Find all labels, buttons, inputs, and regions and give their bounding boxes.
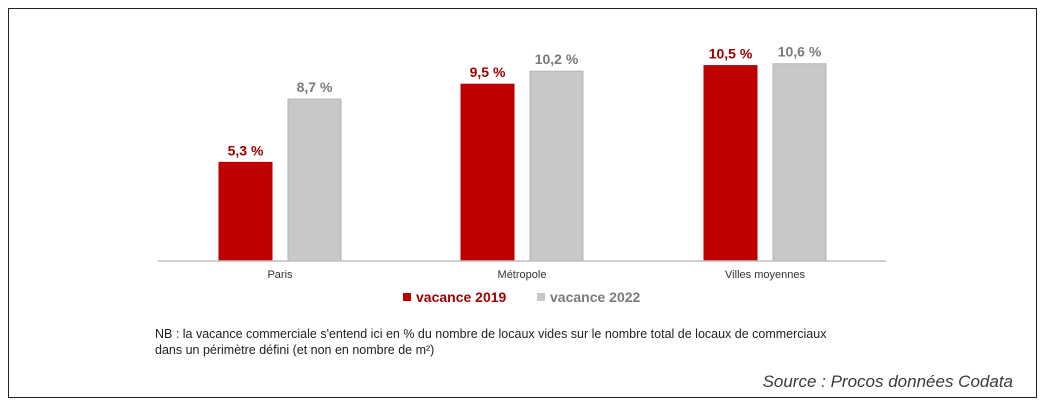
category-labels: Paris Métropole Villes moyennes bbox=[267, 269, 805, 281]
footnote: NB : la vacance commerciale s'entend ici… bbox=[155, 327, 827, 357]
bar-chart: 5,3 % 8,7 % 9,5 % 10,2 % 10,5 % 10,6 % Paris M… bbox=[158, 44, 886, 305]
category-label-2: Métropole bbox=[498, 269, 547, 281]
legend: vacance 2019 vacance 2022 bbox=[403, 289, 641, 305]
legend-label-1: vacance 2019 bbox=[416, 289, 507, 305]
bar-2019-1 bbox=[218, 161, 273, 262]
bar-2022-1 bbox=[287, 98, 342, 262]
data-label-2019-3: 10,5 % bbox=[709, 46, 753, 62]
labels-layer: 5,3 % 8,7 % 9,5 % 10,2 % 10,5 % 10,6 % bbox=[228, 44, 822, 159]
data-label-2022-2: 10,2 % bbox=[535, 51, 579, 67]
data-label-2019-2: 9,5 % bbox=[470, 64, 506, 80]
category-label-1: Paris bbox=[267, 269, 293, 281]
legend-label-2: vacance 2022 bbox=[550, 289, 641, 305]
data-label-2022-3: 10,6 % bbox=[778, 44, 822, 60]
legend-swatch-2 bbox=[537, 293, 545, 301]
data-label-2022-1: 8,7 % bbox=[297, 79, 333, 95]
source-credit: Source : Procos données Codata bbox=[762, 372, 1013, 391]
legend-swatch-1 bbox=[403, 293, 411, 301]
figure-frame bbox=[8, 8, 1037, 398]
bar-2019-3 bbox=[703, 65, 758, 262]
bars-layer bbox=[218, 63, 827, 262]
data-label-2019-1: 5,3 % bbox=[228, 142, 264, 158]
bar-2022-3 bbox=[772, 63, 827, 262]
bar-2022-2 bbox=[529, 70, 584, 262]
bar-2019-2 bbox=[460, 83, 515, 262]
category-label-3: Villes moyennes bbox=[725, 269, 805, 281]
